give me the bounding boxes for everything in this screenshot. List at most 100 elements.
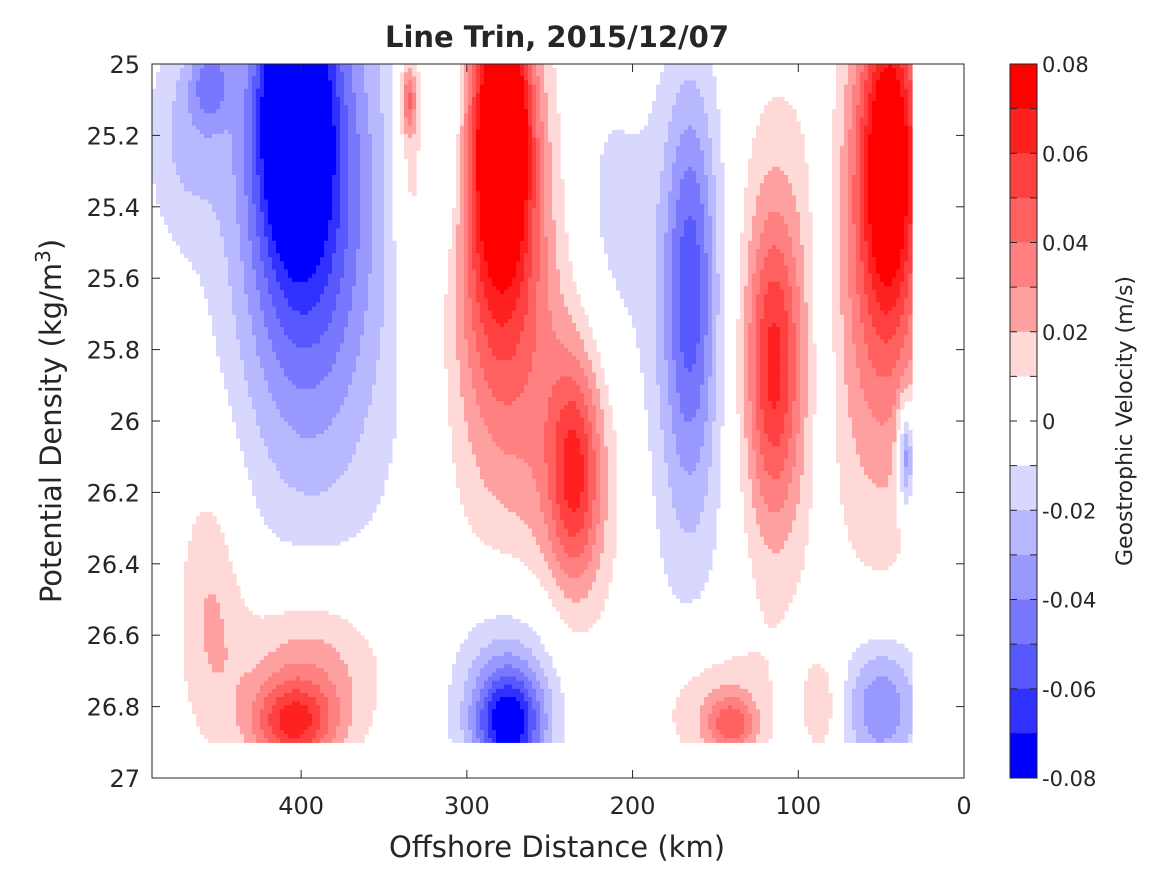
contour-cell	[540, 146, 545, 151]
contour-cell	[888, 72, 893, 77]
contour-cell	[188, 150, 193, 156]
contour-cell	[524, 117, 529, 123]
contour-cell	[892, 154, 897, 160]
contour-cell	[764, 138, 769, 143]
contour-cell	[548, 174, 553, 180]
contour-cell	[476, 183, 481, 188]
contour-cell	[676, 142, 681, 147]
contour-cell	[644, 199, 649, 205]
contour-cell	[196, 138, 201, 143]
contour-cell	[360, 129, 365, 135]
contour-cell	[372, 68, 377, 73]
contour-cell	[544, 101, 549, 106]
contour-cell	[868, 183, 873, 188]
contour-cell	[156, 129, 161, 135]
contour-cell	[696, 88, 701, 94]
contour-cell	[804, 199, 809, 205]
contour-cell	[264, 80, 269, 86]
contour-cell	[656, 146, 661, 151]
contour-cell	[784, 150, 789, 156]
contour-cell	[880, 125, 885, 131]
contour-cell	[556, 125, 561, 131]
contour-cell	[780, 105, 785, 110]
contour-cell	[356, 88, 361, 94]
contour-cell	[300, 170, 305, 176]
contour-cell	[460, 129, 465, 135]
contour-cell	[412, 187, 417, 193]
contour-cell	[388, 158, 393, 164]
contour-cell	[764, 174, 769, 180]
contour-cell	[496, 133, 501, 139]
contour-cell	[656, 195, 661, 201]
contour-cell	[248, 191, 253, 197]
contour-cell	[836, 121, 841, 127]
contour-cell	[512, 68, 517, 73]
contour-cell	[496, 183, 501, 188]
contour-cell	[412, 96, 417, 102]
contour-cell	[380, 113, 385, 119]
contour-cell	[772, 129, 777, 135]
contour-cell	[380, 133, 385, 139]
contour-cell	[408, 109, 413, 114]
contour-cell	[476, 174, 481, 180]
contour-cell	[892, 84, 897, 90]
contour-cell	[864, 88, 869, 94]
contour-cell	[524, 170, 529, 176]
contour-cell	[900, 101, 905, 106]
contour-cell	[484, 138, 489, 143]
contour-cell	[364, 117, 369, 123]
contour-cell	[220, 174, 225, 180]
contour-cell	[696, 133, 701, 139]
contour-cell	[556, 187, 561, 193]
contour-cell	[476, 88, 481, 94]
contour-cell	[644, 150, 649, 156]
contour-cell	[184, 183, 189, 188]
contour-cell	[636, 158, 641, 164]
contour-cell	[344, 80, 349, 86]
contour-cell	[680, 146, 685, 151]
contour-cell	[692, 121, 697, 127]
contour-cell	[696, 92, 701, 98]
contour-cell	[668, 64, 673, 69]
contour-cell	[796, 179, 801, 184]
contour-cell	[704, 68, 709, 73]
contour-cell	[204, 88, 209, 94]
contour-cell	[796, 187, 801, 193]
contour-cell	[456, 195, 461, 201]
contour-cell	[856, 80, 861, 86]
contour-cell	[668, 166, 673, 172]
contour-cell	[368, 84, 373, 90]
contour-cell	[492, 121, 497, 127]
contour-cell	[668, 113, 673, 119]
contour-cell	[896, 84, 901, 90]
contour-cell	[308, 129, 313, 135]
contour-cell	[232, 80, 237, 86]
contour-cell	[152, 121, 157, 127]
contour-cell	[152, 101, 157, 106]
contour-cell	[848, 170, 853, 176]
contour-cell	[484, 174, 489, 180]
contour-cell	[524, 133, 529, 139]
contour-cell	[188, 76, 193, 82]
contour-cell	[504, 88, 509, 94]
contour-cell	[656, 158, 661, 164]
contour-cell	[848, 191, 853, 197]
contour-cell	[192, 101, 197, 106]
contour-cell	[652, 191, 657, 197]
contour-cell	[764, 142, 769, 147]
contour-cell	[404, 101, 409, 106]
contour-cell	[360, 183, 365, 188]
contour-cell	[276, 129, 281, 135]
contour-cell	[684, 150, 689, 156]
contour-cell	[500, 109, 505, 114]
contour-cell	[240, 80, 245, 86]
contour-cell	[528, 174, 533, 180]
contour-cell	[792, 166, 797, 172]
contour-cell	[692, 154, 697, 160]
contour-cell	[900, 146, 905, 151]
contour-cell	[836, 96, 841, 102]
contour-cell	[604, 154, 609, 160]
contour-cell	[380, 154, 385, 160]
contour-cell	[672, 174, 677, 180]
contour-cell	[252, 207, 257, 213]
